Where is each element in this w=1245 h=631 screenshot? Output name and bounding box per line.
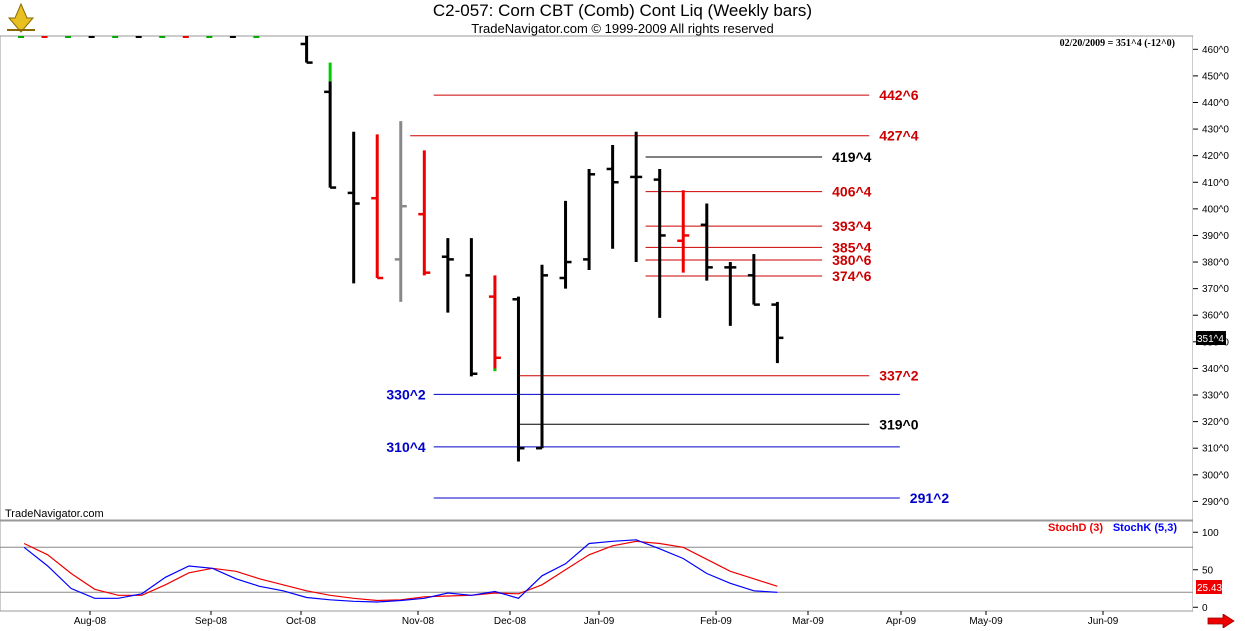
price-tick-label: 290^0	[1202, 497, 1229, 508]
level-label: 393^4	[832, 218, 872, 234]
level-label: 419^4	[832, 149, 872, 165]
price-tick-label: 440^0	[1202, 98, 1229, 109]
trade-navigator-logo-icon	[3, 2, 39, 34]
stoch-panel-frame	[0, 520, 1194, 612]
chart-title: C2-057: Corn CBT (Comb) Cont Liq (Weekly…	[432, 1, 813, 20]
price-tick-label: 370^0	[1202, 284, 1229, 295]
stoch-last-tag: 25.43	[1197, 583, 1222, 594]
price-tick-label: 300^0	[1202, 470, 1229, 481]
ohlc-bars	[18, 36, 784, 462]
level-label: 310^4	[386, 439, 426, 455]
time-tick-label: Oct-08	[286, 616, 316, 627]
price-tick-label: 430^0	[1202, 125, 1229, 136]
time-tick-label: Nov-08	[402, 616, 435, 627]
price-tick-label: 320^0	[1202, 417, 1229, 428]
time-tick-label: May-09	[969, 616, 1003, 627]
price-tick-label: 450^0	[1202, 71, 1229, 82]
price-tick-label: 420^0	[1202, 151, 1229, 162]
price-tick-label: 380^0	[1202, 258, 1229, 269]
price-tick-label: 460^0	[1202, 45, 1229, 56]
last-quote: 02/20/2009 = 351^4 (-12^0)	[1060, 38, 1175, 49]
level-label: 374^6	[832, 268, 872, 284]
price-levels: 442^6 427^4 419^4 406^4 393^4 385^4380^6374^6…	[386, 87, 949, 506]
time-tick-label: Aug-08	[74, 616, 107, 627]
stochastic-panel: 0 50 100	[0, 528, 1219, 614]
last-price-tag: 351^4	[1197, 334, 1224, 345]
price-tick-label: 310^0	[1202, 444, 1229, 455]
price-tick-label: 390^0	[1202, 231, 1229, 242]
level-label: 330^2	[386, 386, 426, 402]
level-label: 337^2	[879, 368, 919, 384]
stoch-k-legend: StochK (5,3)	[1113, 522, 1178, 534]
stoch-d-legend: StochD (3)	[1048, 522, 1103, 534]
stoch-last-tag-bg	[1196, 580, 1222, 594]
time-tick-label: Feb-09	[700, 616, 732, 627]
chart-header: C2-057: Corn CBT (Comb) Cont Liq (Weekly…	[0, 0, 1245, 36]
level-label: 291^2	[910, 490, 950, 506]
copyright-subtitle: TradeNavigator.com © 1999-2009 All right…	[471, 21, 774, 36]
price-tick-label: 340^0	[1202, 364, 1229, 375]
time-tick-label: Dec-08	[494, 616, 527, 627]
price-tick-label: 410^0	[1202, 178, 1229, 189]
level-label: 380^6	[832, 252, 872, 268]
scroll-right-arrow-icon[interactable]	[1207, 614, 1235, 628]
level-label: 319^0	[879, 416, 919, 432]
stoch-tick-label: 0	[1202, 603, 1208, 614]
stoch-k-line	[23, 539, 778, 603]
price-tick-label: 330^0	[1202, 391, 1229, 402]
stoch-tick-label: 50	[1202, 565, 1214, 576]
level-label: 406^4	[832, 184, 872, 200]
time-tick-label: Sep-08	[195, 616, 228, 627]
price-panel-frame	[0, 35, 1194, 521]
price-tick-label: 360^0	[1202, 311, 1229, 322]
time-tick-label: Jun-09	[1088, 616, 1119, 627]
watermark-text: TradeNavigator.com	[5, 508, 104, 520]
level-label: 442^6	[879, 87, 919, 103]
time-tick-label: Mar-09	[792, 616, 824, 627]
axis-strip	[1193, 36, 1245, 611]
stoch-d-line	[23, 540, 778, 602]
time-axis: Aug-08 Sep-08 Oct-08 Nov-08 Dec-08 Jan-09 Feb-…	[74, 611, 1119, 627]
time-tick-label: Jan-09	[584, 616, 615, 627]
time-tick-label: Apr-09	[886, 616, 916, 627]
price-tick-label: 400^0	[1202, 204, 1229, 215]
level-label: 385^4	[832, 239, 872, 255]
last-price-tag-bg	[1196, 331, 1226, 345]
stoch-tick-label: 100	[1202, 528, 1219, 539]
price-axis: 290^0300^0310^0320^0330^0340^0350^0360^0…	[1193, 45, 1229, 508]
level-label: 427^4	[879, 128, 919, 144]
